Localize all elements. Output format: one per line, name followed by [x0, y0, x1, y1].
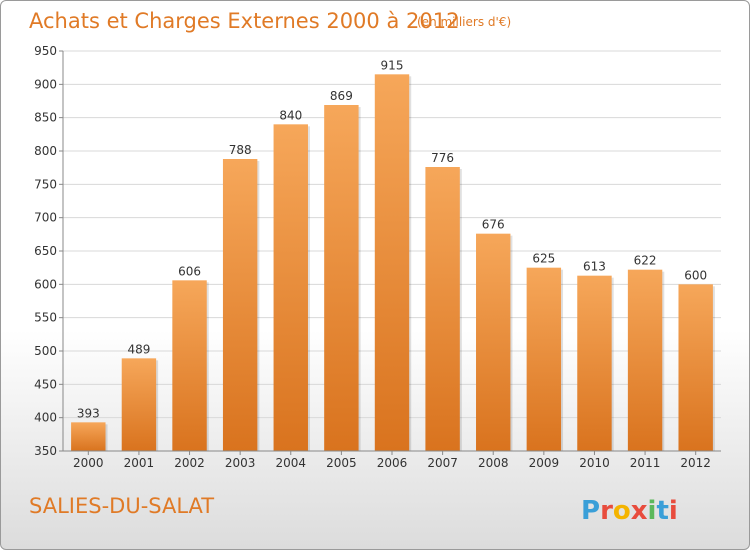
y-tick-label: 350 — [34, 444, 57, 458]
logo-letter: x — [631, 496, 648, 526]
bar — [273, 124, 308, 451]
bar — [627, 269, 663, 451]
bar — [526, 267, 562, 451]
y-tick-label: 400 — [34, 411, 57, 425]
bar — [678, 284, 713, 451]
proxiti-logo: Proxiti — [581, 496, 678, 526]
bar-value-label: 613 — [583, 260, 606, 274]
x-tick-label: 2005 — [326, 456, 357, 470]
chart-subtitle: (en milliers d'€) — [417, 15, 511, 29]
x-tick-label: 2007 — [427, 456, 458, 470]
bar — [425, 167, 460, 451]
y-tick-label: 450 — [34, 377, 57, 391]
x-axis: 2000 2001 2002 2003 2004 2005 2006 2007 2008 2009… — [63, 450, 721, 470]
bar — [71, 422, 106, 451]
x-tick-label: 2000 — [73, 456, 104, 470]
bar — [222, 159, 258, 451]
bar-value-label: 776 — [431, 151, 454, 165]
x-tick-label: 2004 — [275, 456, 306, 470]
bar-value-label: 606 — [178, 264, 201, 278]
commune-name: SALIES-DU-SALAT — [29, 494, 214, 518]
x-tick-label: 2011 — [630, 456, 661, 470]
x-tick-label: 2001 — [124, 456, 155, 470]
bars: 393 489 606 788 840 869 915 776 676 625 613 622 600 — [71, 58, 715, 451]
y-tick-label: 500 — [34, 344, 57, 358]
bar-value-label: 869 — [330, 89, 353, 103]
x-tick-label: 2006 — [377, 456, 408, 470]
bar-value-label: 840 — [279, 108, 302, 122]
y-tick-label: 650 — [34, 244, 57, 258]
y-tick-label: 750 — [34, 177, 57, 191]
bar-value-label: 915 — [381, 58, 404, 72]
y-axis: 350 400 450 500 550 600 650 700 750 800 850 900 950 — [34, 44, 64, 458]
bar-value-label: 625 — [532, 252, 555, 266]
y-tick-label: 950 — [34, 44, 57, 58]
x-tick-label: 2002 — [174, 456, 205, 470]
chart-title: Achats et Charges Externes 2000 à 2012 — [29, 9, 459, 33]
logo-letter: P — [581, 496, 600, 526]
x-tick-label: 2012 — [680, 456, 711, 470]
x-tick-label: 2003 — [225, 456, 256, 470]
logo-letter: t — [656, 496, 668, 526]
bar — [324, 105, 359, 451]
x-tick-label: 2009 — [529, 456, 560, 470]
bar — [577, 275, 612, 451]
y-tick-label: 800 — [34, 144, 57, 158]
logo-letter: o — [613, 496, 631, 526]
y-tick-label: 600 — [34, 277, 57, 291]
bar — [476, 233, 511, 451]
x-tick-label: 2010 — [579, 456, 610, 470]
bar-value-label: 393 — [77, 406, 100, 420]
bar — [121, 358, 157, 451]
logo-letter: r — [600, 496, 613, 526]
bar — [172, 280, 207, 451]
y-tick-label: 900 — [34, 77, 57, 91]
y-tick-label: 700 — [34, 211, 57, 225]
bar-value-label: 788 — [229, 143, 252, 157]
bar-value-label: 489 — [127, 342, 150, 356]
bar-value-label: 676 — [482, 218, 505, 232]
x-tick-label: 2008 — [478, 456, 509, 470]
bar-value-label: 622 — [634, 254, 657, 268]
bar-value-label: 600 — [684, 268, 707, 282]
y-tick-label: 850 — [34, 111, 57, 125]
bar — [374, 74, 410, 451]
y-tick-label: 550 — [34, 311, 57, 325]
logo-letter: i — [669, 496, 678, 526]
logo-letter: i — [648, 496, 657, 526]
